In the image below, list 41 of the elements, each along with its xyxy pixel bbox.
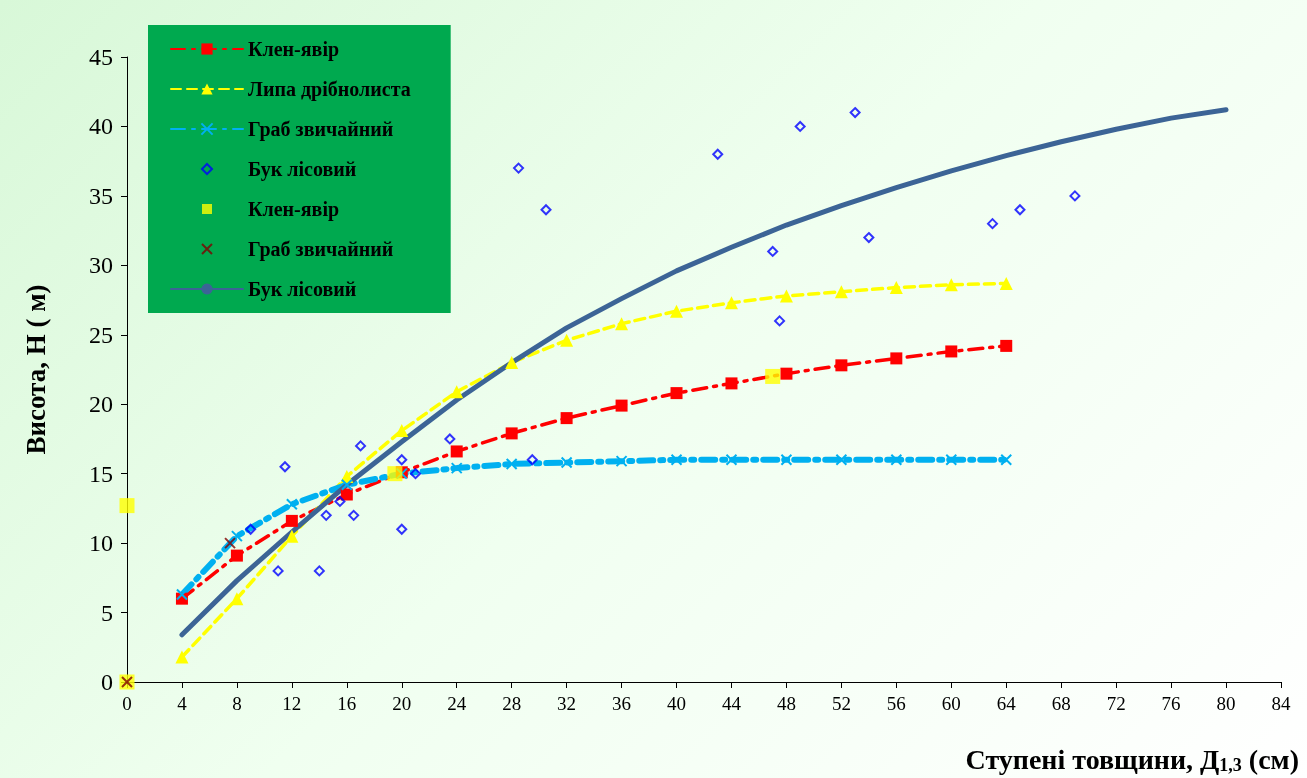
y-axis-title: Висота, Н ( м) <box>20 284 51 455</box>
x-tick-label: 56 <box>886 693 906 714</box>
y-tick-label: 35 <box>89 182 113 209</box>
x-tick-label: 32 <box>557 693 577 714</box>
legend-label: Липа дрібнолиста <box>248 78 411 101</box>
x-tick-label: 64 <box>996 693 1017 714</box>
y-tick-label: 45 <box>89 44 113 70</box>
x-tick-label: 72 <box>1106 693 1126 714</box>
legend-label: Бук лісовий <box>248 278 357 301</box>
x-tick-label: 28 <box>502 693 522 714</box>
x-tick-label: 48 <box>776 693 796 714</box>
x-tick-label: 20 <box>392 693 412 714</box>
y-tick-label: 20 <box>89 391 113 418</box>
y-tick-label: 10 <box>89 530 113 557</box>
y-tick-label: 15 <box>89 460 113 487</box>
y-tick-label: 30 <box>89 252 113 279</box>
y-tick-label: 40 <box>89 113 113 140</box>
x-tick-label: 40 <box>667 693 687 714</box>
x-tick-label: 8 <box>232 693 242 714</box>
legend-label: Бук лісовий <box>248 158 357 181</box>
y-tick-label: 25 <box>89 321 113 348</box>
legend-label: Клен-явір <box>248 198 340 221</box>
x-tick-label: 0 <box>122 693 132 714</box>
x-tick-label: 12 <box>282 693 302 714</box>
legend-label: Граб звичайний <box>248 118 394 141</box>
x-tick-label: 80 <box>1216 693 1236 714</box>
y-tick-label: 5 <box>101 599 113 626</box>
x-tick-label: 24 <box>447 693 467 714</box>
x-axis-title: Ступені товщини, Д1,3 (см) <box>965 743 1300 775</box>
x-tick-label: 60 <box>941 693 961 714</box>
y-tick-label: 0 <box>101 669 113 695</box>
x-tick-label: 44 <box>721 693 742 714</box>
x-tick-label: 68 <box>1051 693 1071 714</box>
x-tick-label: 76 <box>1161 693 1181 714</box>
x-tick-label: 36 <box>612 693 632 714</box>
x-tick-label: 16 <box>337 693 357 714</box>
legend-label: Граб звичайний <box>248 238 394 261</box>
legend-label: Клен-явір <box>248 38 340 61</box>
x-tick-label: 84 <box>1271 693 1291 714</box>
x-tick-label: 52 <box>831 693 851 714</box>
x-tick-label: 4 <box>177 693 188 714</box>
